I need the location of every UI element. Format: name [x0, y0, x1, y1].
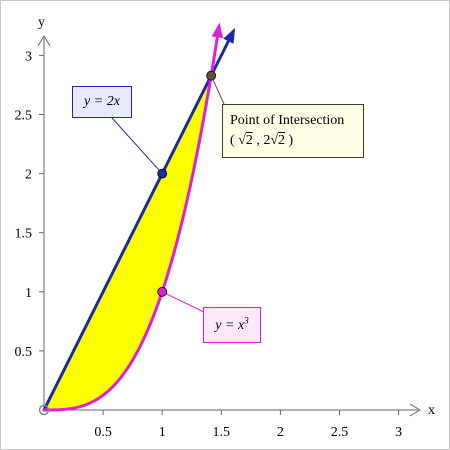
- intersection-coordinates: ( √2 , 2√2 ): [230, 131, 363, 151]
- coord-separator: , 2: [252, 133, 271, 148]
- intersection-title: Point of Intersection: [230, 113, 345, 128]
- y-tick-label: 0.5: [15, 345, 33, 360]
- point-layer: [38, 70, 217, 416]
- cubic-label-variable: x: [237, 318, 245, 333]
- label-linear-function: y = 2x: [72, 86, 132, 118]
- coord-close: ): [285, 133, 294, 148]
- coord-open: (: [230, 133, 239, 148]
- x-tick-label: 1.5: [213, 425, 231, 440]
- y-axis-label: y: [38, 15, 45, 30]
- y-axis-arrow: [37, 35, 51, 47]
- leader-line-linear: [111, 117, 163, 174]
- y-tick-label: 3: [25, 49, 32, 64]
- sqrt-symbol-2: √: [270, 133, 279, 148]
- point-intersection: [206, 70, 217, 81]
- label-point-of-intersection: Point of Intersection ( √2 , 2√2 ): [222, 104, 364, 158]
- leader-line-cubic: [161, 291, 209, 315]
- curve-layer: [42, 22, 236, 412]
- sqrt-symbol: √: [238, 133, 246, 148]
- axes-layer: [37, 35, 421, 417]
- x-tick-label: 2: [277, 425, 284, 440]
- curve-linear: [42, 30, 235, 412]
- x-tick-label: 1: [159, 425, 166, 440]
- point-cubic-at-1: [157, 286, 168, 297]
- coord-root-2: 2: [278, 133, 286, 148]
- x-tick-label: 3: [395, 425, 402, 440]
- x-axis-label: x: [428, 403, 435, 418]
- cubic-label-prefix: y =: [215, 318, 238, 333]
- y-tick-label: 1.5: [15, 227, 33, 242]
- linear-label-variable: x: [113, 94, 120, 109]
- x-tick-label: 0.5: [94, 425, 112, 440]
- curve-cubic: [42, 25, 221, 412]
- leader-line-layer: [111, 75, 225, 315]
- x-axis-arrow: [409, 403, 421, 417]
- curve-linear-arrowhead: [223, 27, 236, 44]
- y-tick-label: 2.5: [15, 109, 33, 124]
- cubic-label-exponent: 3: [244, 315, 249, 326]
- curve-cubic-arrowhead: [211, 22, 223, 39]
- leader-line-intersection: [210, 75, 225, 105]
- point-origin: [38, 404, 50, 416]
- label-cubic-function: y = x3: [203, 307, 261, 343]
- y-tick-label: 1: [25, 286, 32, 301]
- linear-label-prefix: y = 2: [84, 94, 114, 109]
- y-tick-label: 2: [25, 168, 32, 183]
- coord-root-1: 2: [245, 133, 253, 148]
- point-linear-at-1: [157, 168, 168, 179]
- x-tick-label: 2.5: [331, 425, 349, 440]
